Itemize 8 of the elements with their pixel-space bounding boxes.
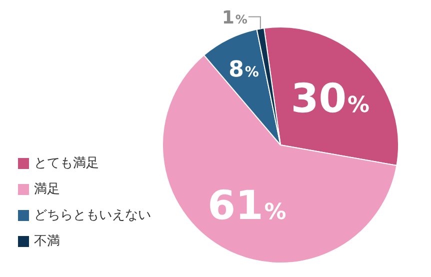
legend-label: 満足 — [34, 181, 60, 198]
data-label: 8% — [228, 58, 259, 83]
legend-label: どちらともいえない — [34, 207, 151, 224]
data-label: 1% — [222, 8, 248, 29]
data-label: 30% — [290, 76, 370, 122]
legend-label: とても満足 — [34, 155, 99, 172]
data-label: 61% — [208, 182, 286, 229]
legend-label: 不満 — [34, 233, 60, 250]
